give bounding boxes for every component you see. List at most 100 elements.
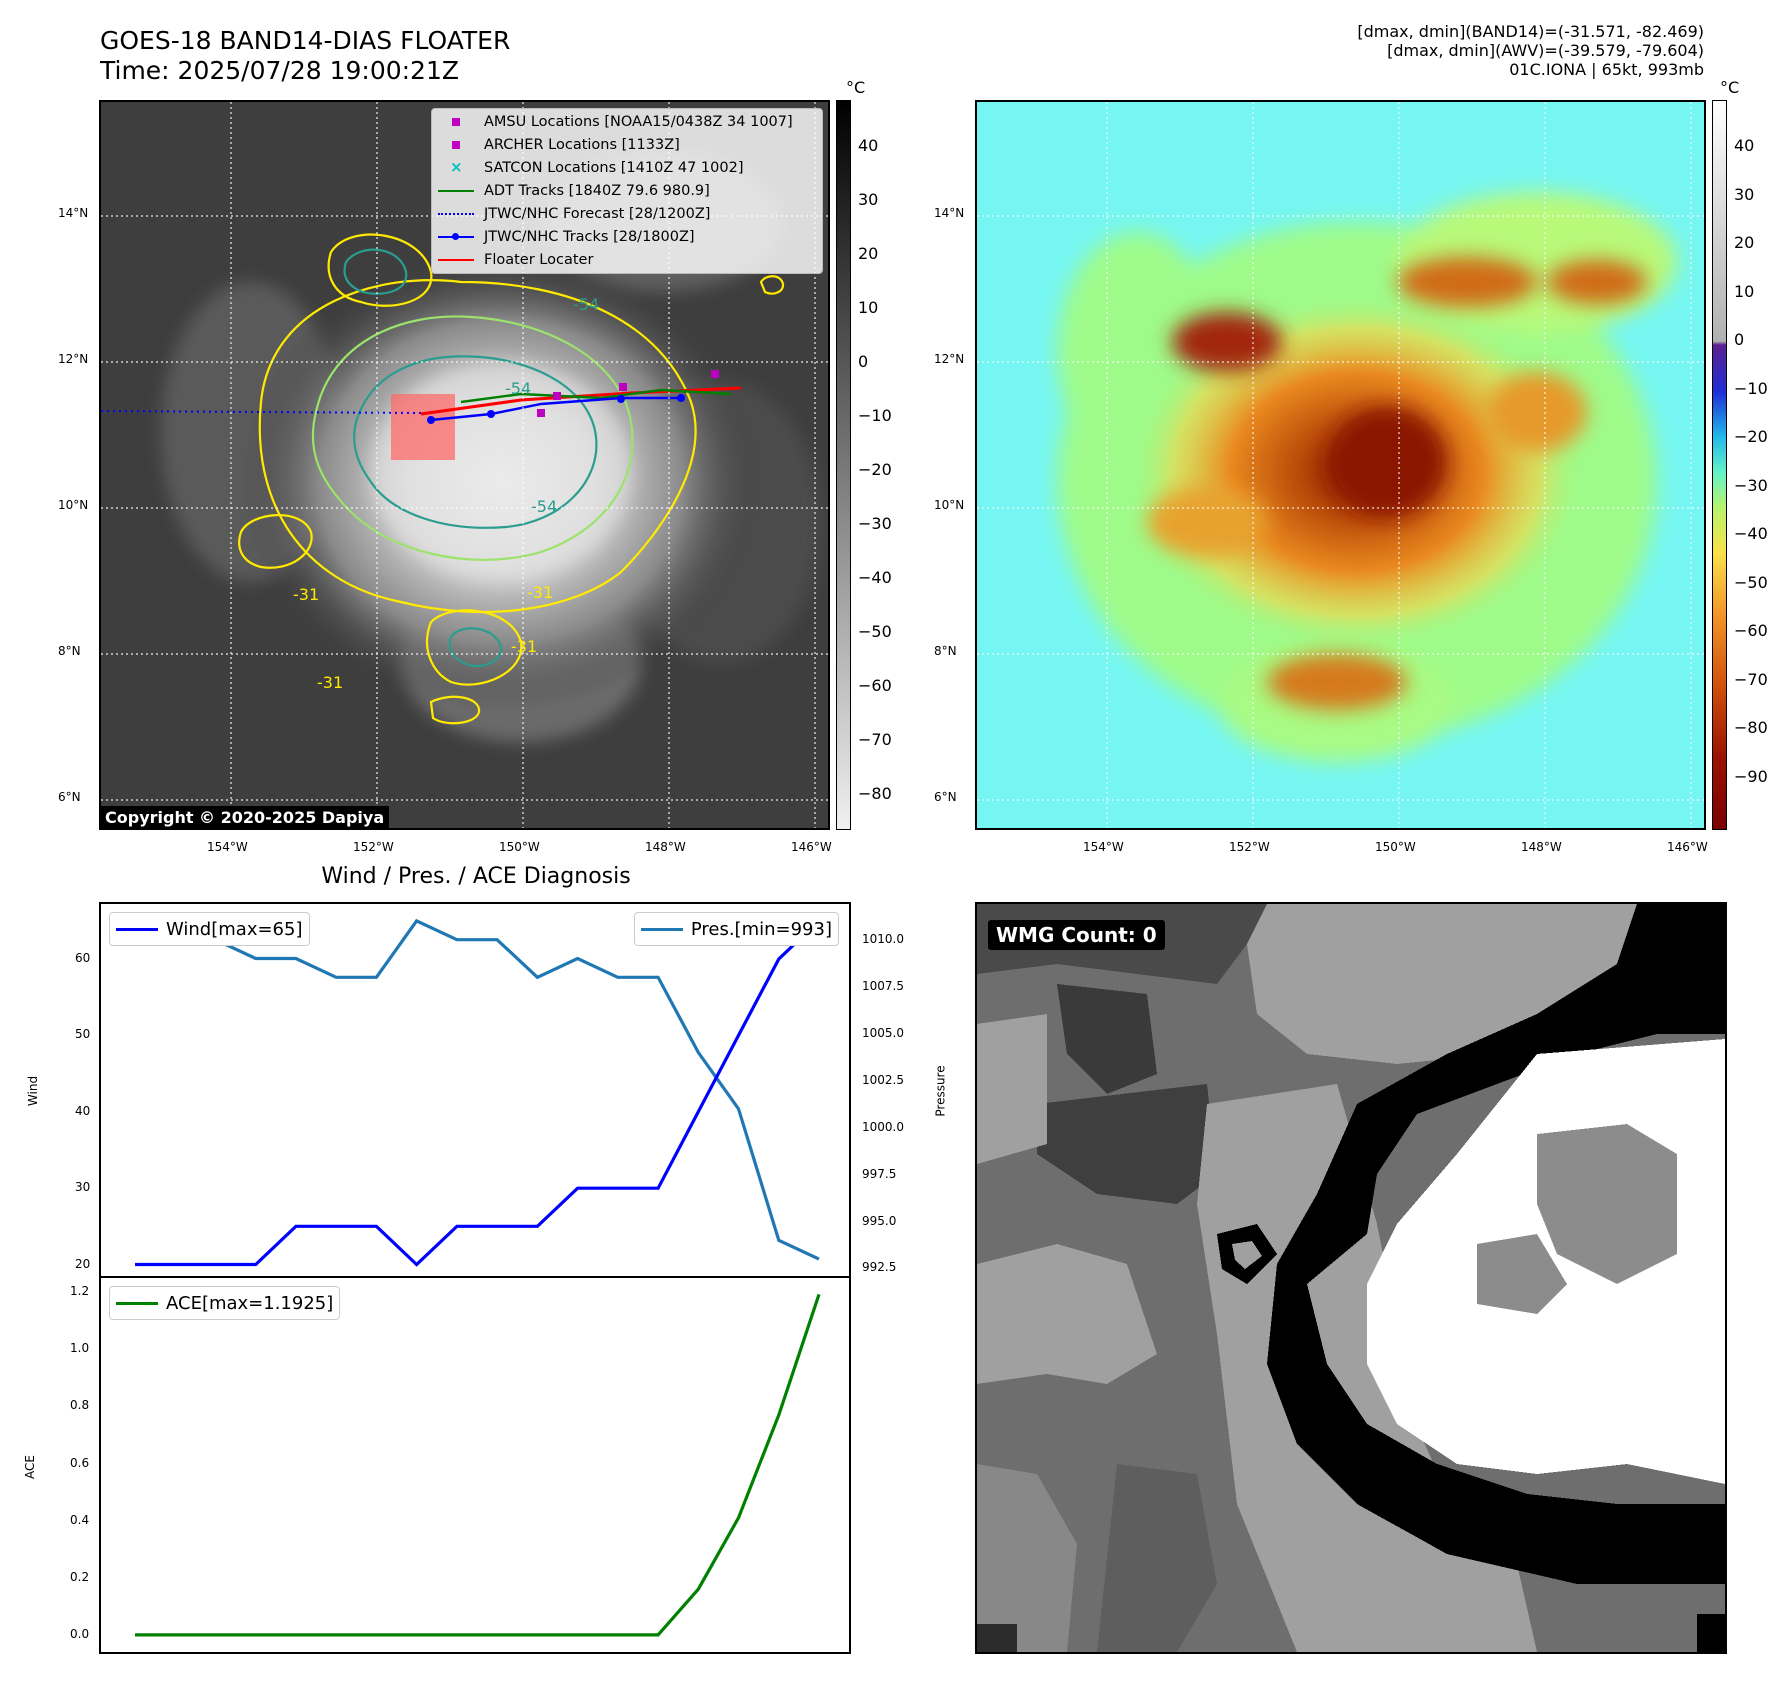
pressure-tick: 1010.0	[862, 931, 904, 946]
legend-item-floater: Floater Locater	[436, 249, 593, 271]
legend-item-forecast: JTWC/NHC Forecast [28/1200Z]	[436, 203, 710, 225]
meta-line-3: 01C.IONA | 65kt, 993mb	[1509, 60, 1704, 79]
pressure-tick: 995.0	[862, 1213, 897, 1228]
ace-tick: 0.0	[70, 1626, 90, 1641]
awv-colorbar-tick: 10	[1734, 281, 1755, 301]
meta-line-2: [dmax, dmin](AWV)=(-39.579, -79.604)	[1387, 41, 1704, 60]
contour-label: -31	[527, 583, 553, 602]
lat-label: 10°N	[58, 498, 89, 512]
ir-colorbar-tick: −10	[858, 406, 892, 425]
contour-label: -31	[317, 673, 343, 692]
ace-axis-label: ACE	[22, 1455, 37, 1479]
wmg-count-badge: WMG Count: 0	[988, 920, 1165, 950]
ace-legend: ACE[max=1.1925]	[109, 1286, 341, 1320]
lat-label: 8°N	[58, 644, 81, 658]
lat-label: 6°N	[58, 790, 81, 804]
awv-image	[977, 102, 1704, 828]
wind-axis-label: Wind	[26, 1075, 41, 1107]
lon-label: 154°W	[1083, 840, 1124, 854]
ir-colorbar-tick: −50	[858, 622, 892, 641]
ir-colorbar-tick: −40	[858, 568, 892, 587]
wind-tick: 40	[75, 1103, 91, 1118]
pressure-legend-line	[640, 927, 683, 931]
awv-colorbar-tick: −30	[1734, 475, 1768, 495]
wind-legend-line	[116, 927, 158, 931]
figure-title: GOES-18 BAND14-DIAS FLOATER Time: 2025/0…	[100, 26, 510, 86]
awv-colorbar-tick: −60	[1734, 621, 1768, 640]
lat-label: 14°N	[934, 206, 965, 220]
lat-label: 10°N	[934, 498, 965, 512]
ir-colorbar-tick: −30	[858, 514, 892, 533]
awv-panel	[975, 100, 1706, 830]
wind-tick: 30	[75, 1180, 91, 1195]
contour-label: -54	[573, 295, 599, 314]
legend-item-amsu: AMSU Locations [NOAA15/0438Z 34 1007]	[436, 111, 793, 133]
contour-label: -31	[293, 585, 319, 604]
ir-colorbar-tick: 10	[858, 298, 879, 317]
wind-legend: Wind[max=65]	[109, 912, 310, 946]
ir-colorbar-tick: −60	[858, 676, 892, 695]
lat-label: 12°N	[58, 352, 89, 366]
ir-legend: AMSU Locations [NOAA15/0438Z 34 1007] AR…	[431, 108, 823, 274]
lon-label: 154°W	[207, 840, 248, 854]
storm-meta: [dmax, dmin](BAND14)=(-31.571, -82.469) …	[1357, 22, 1704, 79]
wind-pressure-chart: Wind[max=65] Pres.[min=993]	[99, 902, 851, 1278]
ace-tick: 1.0	[70, 1341, 90, 1356]
awv-colorbar-tick: −20	[1734, 427, 1768, 446]
series-line	[135, 1293, 821, 1637]
pressure-tick: 1005.0	[862, 1025, 904, 1040]
lon-label: 150°W	[1375, 840, 1416, 854]
meta-line-1: [dmax, dmin](BAND14)=(-31.571, -82.469)	[1357, 22, 1704, 41]
pressure-legend: Pres.[min=993]	[633, 912, 839, 946]
ir-colorbar-tick: −20	[858, 460, 892, 479]
lat-label: 8°N	[934, 644, 957, 658]
contour-label: -54	[531, 497, 557, 516]
awv-colorbar-unit: °C	[1720, 78, 1740, 97]
title-line-2: Time: 2025/07/28 19:00:21Z	[100, 56, 459, 85]
ir-colorbar-tick: 0	[858, 352, 869, 371]
ir-colorbar-tick: 40	[858, 136, 879, 155]
pressure-tick: 997.5	[862, 1166, 897, 1181]
pressure-axis-label: Pressure	[933, 1065, 948, 1117]
awv-colorbar-tick: −80	[1734, 718, 1768, 737]
lat-label: 6°N	[934, 790, 957, 804]
awv-colorbar-tick: −70	[1734, 669, 1768, 689]
ace-legend-line	[116, 1301, 158, 1305]
pressure-tick: 1002.5	[862, 1072, 904, 1087]
wmg-image	[977, 904, 1725, 1652]
lon-label: 150°W	[499, 840, 540, 854]
lon-label: 146°W	[1667, 840, 1708, 854]
lat-label: 12°N	[934, 352, 965, 366]
ace-tick: 0.6	[70, 1455, 90, 1470]
ir-colorbar-tick: 20	[858, 244, 879, 263]
legend-item-archer: ARCHER Locations [1133Z]	[436, 134, 680, 156]
ir-colorbar-unit: °C	[846, 78, 866, 97]
series-line	[135, 918, 820, 1261]
wmg-panel	[975, 902, 1727, 1654]
awv-colorbar	[1712, 100, 1727, 830]
wind-tick: 20	[75, 1256, 91, 1271]
lat-label: 14°N	[58, 206, 89, 220]
ace-chart: ACE[max=1.1925]	[99, 1276, 851, 1654]
ir-colorbar-tick: −70	[858, 730, 892, 749]
pressure-tick: 1007.5	[862, 978, 904, 993]
ir-colorbar	[836, 100, 851, 830]
ir-satellite-panel: -54 -31 -31 -31 -54 -54 -31 AMSU Locatio…	[99, 100, 830, 830]
series-line	[135, 919, 821, 1267]
wind-tick: 60	[75, 950, 91, 965]
awv-colorbar-tick: −40	[1734, 524, 1768, 543]
lon-label: 148°W	[645, 840, 686, 854]
title-line-1: GOES-18 BAND14-DIAS FLOATER	[100, 26, 511, 55]
legend-item-adt: ADT Tracks [1840Z 79.6 980.9]	[436, 180, 710, 202]
contour-label: -54	[505, 379, 531, 398]
ir-colorbar-tick: 30	[858, 190, 879, 209]
lon-label: 152°W	[353, 840, 394, 854]
copyright-badge: Copyright © 2020-2025 Dapiya	[100, 806, 390, 829]
lon-label: 148°W	[1521, 840, 1562, 854]
lon-label: 146°W	[791, 840, 832, 854]
pressure-tick: 992.5	[862, 1260, 897, 1275]
awv-colorbar-tick: 0	[1734, 330, 1745, 349]
ir-colorbar-tick: −80	[858, 784, 892, 803]
ace-plot	[135, 1293, 821, 1637]
ace-tick: 1.2	[70, 1284, 90, 1299]
